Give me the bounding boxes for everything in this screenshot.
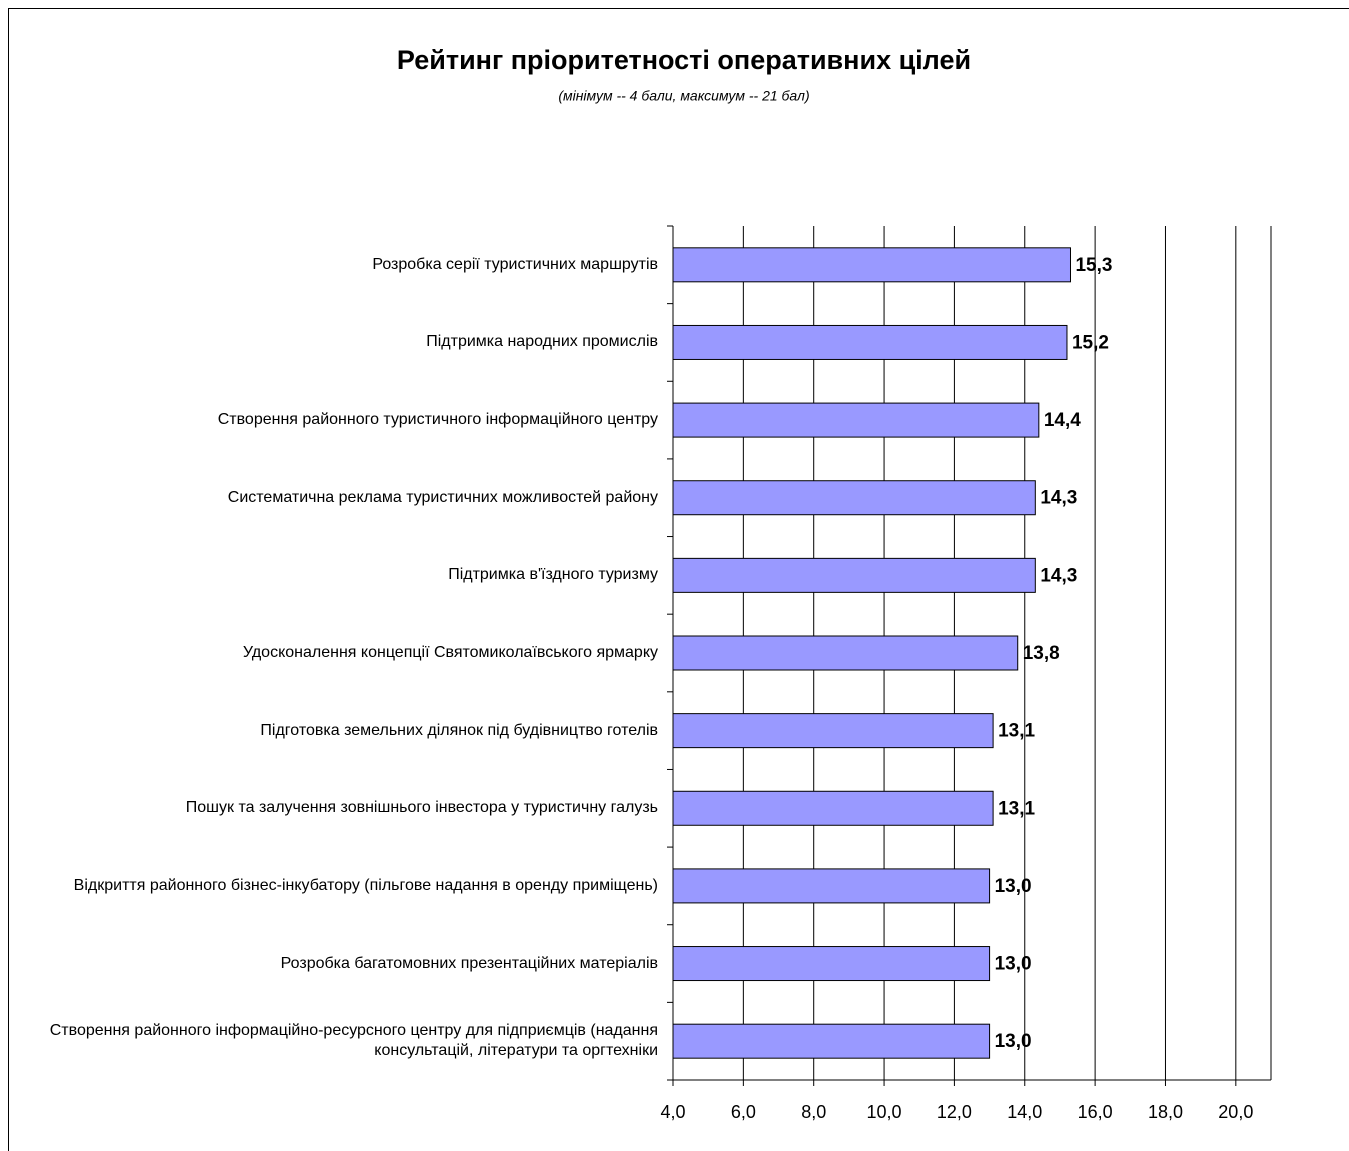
bar <box>672 713 994 749</box>
value-label: 15,3 <box>1075 255 1112 276</box>
y-tick-label: Підготовка земельних ділянок під будівни… <box>260 721 658 739</box>
y-tick-label: Створення районного інформаційно-ресурсн… <box>49 1022 658 1060</box>
x-tick-label: 20,0 <box>1218 1102 1253 1122</box>
x-tick-label: 6,0 <box>731 1102 756 1122</box>
bar <box>672 1023 991 1059</box>
value-label: 15,2 <box>1072 332 1109 353</box>
x-tick-label: 18,0 <box>1148 1102 1183 1122</box>
chart-title: Рейтинг пріоритетності оперативних цілей <box>397 45 971 75</box>
y-tick-label: Пошук та залучення зовнішнього інвестора… <box>185 799 658 817</box>
y-tick-label: Підтримка в'їздного туризму <box>448 566 658 584</box>
bar <box>672 557 1036 593</box>
x-tick-label: 12,0 <box>937 1102 972 1122</box>
x-tick-label: 8,0 <box>801 1102 826 1122</box>
bar <box>672 868 991 904</box>
y-tick-label: Розробка багатомовних презентаційних мат… <box>280 954 658 972</box>
value-label: 13,0 <box>995 1031 1032 1052</box>
bar <box>672 480 1036 516</box>
value-label: 14,3 <box>1040 488 1077 509</box>
bar <box>672 402 1040 438</box>
bar <box>672 324 1068 360</box>
bar <box>672 635 1019 671</box>
y-tick-label: Систематична реклама туристичних можливо… <box>227 488 658 506</box>
value-label: 14,3 <box>1040 565 1077 586</box>
value-label: 13,1 <box>998 721 1035 742</box>
x-tick-label: 14,0 <box>1007 1102 1042 1122</box>
x-tick-label: 10,0 <box>867 1102 902 1122</box>
value-label: 13,1 <box>998 798 1035 819</box>
bar <box>672 247 1071 283</box>
value-label: 13,0 <box>995 876 1032 897</box>
chart-subtitle: (мінімум -- 4 бали, максимум -- 21 бал) <box>558 88 809 104</box>
y-tick-label: Розробка серії туристичних маршрутів <box>372 255 658 273</box>
bar <box>672 790 994 826</box>
x-tick-label: 16,0 <box>1078 1102 1113 1122</box>
x-tick-label: 4,0 <box>660 1102 685 1122</box>
value-label: 13,8 <box>1023 643 1060 664</box>
y-tick-label: Підтримка народних промислів <box>426 333 658 351</box>
frame <box>8 8 1349 1151</box>
y-tick-label: Створення районного туристичного інформа… <box>217 411 658 429</box>
y-tick-label: Удосконалення концепції Святомиколаївськ… <box>242 644 658 661</box>
value-label: 13,0 <box>995 954 1032 975</box>
value-label: 14,4 <box>1044 410 1081 431</box>
y-tick-label: Відкриття районного бізнес-інкубатору (п… <box>73 876 658 894</box>
bar <box>672 946 991 982</box>
